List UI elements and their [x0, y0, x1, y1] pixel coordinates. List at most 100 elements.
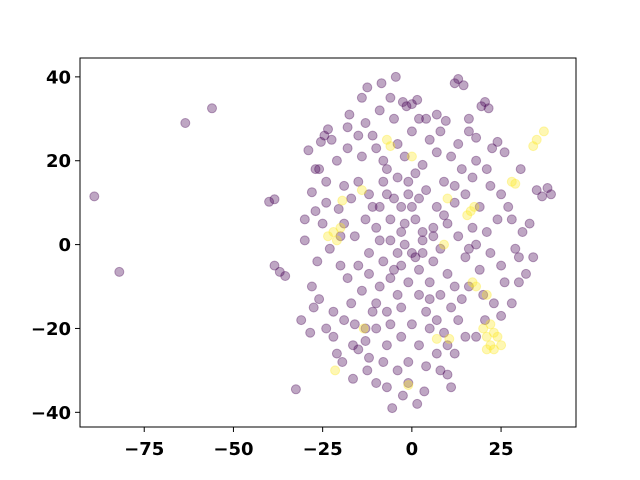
data-point-s0-167 [421, 306, 432, 317]
x-axis: −75 −50 −25 0 25 [124, 427, 514, 460]
data-point-s0-185 [471, 155, 482, 166]
data-point-s0-121 [414, 340, 424, 351]
data-point-s0-124 [381, 340, 392, 351]
data-point-s0-43 [463, 126, 474, 137]
y-tick-label: −20 [31, 319, 71, 340]
data-point-s0-107 [406, 126, 417, 137]
data-point-s0-102 [403, 176, 414, 187]
data-point-s0-12 [303, 145, 314, 156]
data-point-s0-147 [410, 168, 421, 179]
data-point-s0-154 [392, 248, 403, 258]
data-point-s0-135 [306, 281, 317, 292]
data-point-s0-79 [371, 298, 382, 309]
data-point-s0-195 [449, 281, 460, 292]
data-point-s0-184 [449, 180, 460, 191]
data-point-s0-49 [492, 136, 503, 147]
data-point-s0-106 [392, 139, 403, 149]
data-point-s0-39 [440, 115, 451, 126]
data-point-s0-51 [515, 164, 526, 175]
data-point-s1-6 [385, 141, 396, 152]
data-point-s0-42 [458, 80, 469, 91]
data-point-s1-31 [330, 365, 341, 376]
data-point-s0-201 [367, 306, 378, 317]
data-point-s0-20 [323, 124, 333, 135]
data-point-s0-162 [428, 256, 439, 267]
data-point-s0-202 [385, 319, 396, 330]
data-point-s0-108 [367, 130, 378, 141]
data-point-s0-112 [492, 214, 503, 225]
data-point-s0-232 [403, 378, 414, 388]
data-point-s0-34 [401, 101, 412, 112]
data-point-s0-85 [439, 210, 449, 221]
data-point-s1-30 [481, 344, 492, 355]
data-point-s0-157 [371, 222, 382, 233]
data-point-s0-179 [346, 193, 357, 204]
data-point-s0-120 [424, 323, 435, 334]
data-point-s1-16 [481, 289, 492, 300]
data-point-s0-206 [442, 340, 453, 351]
data-point-s0-138 [310, 206, 321, 217]
data-point-s0-54 [537, 191, 548, 202]
data-point-s1-15 [471, 281, 482, 292]
data-point-s0-88 [353, 176, 364, 187]
data-point-s0-111 [481, 227, 492, 237]
data-point-s0-101 [389, 193, 399, 204]
data-point-s0-131 [496, 260, 507, 271]
data-point-s0-233 [378, 357, 389, 367]
data-point-s0-95 [435, 289, 446, 300]
data-point-s0-225 [463, 113, 474, 124]
data-point-s0-46 [480, 97, 490, 107]
data-point-s0-10 [296, 315, 307, 326]
data-point-s0-119 [317, 218, 328, 229]
data-point-s0-144 [374, 105, 385, 116]
data-point-s0-216 [378, 176, 389, 187]
data-point-s0-60 [506, 298, 517, 309]
data-point-s0-127 [453, 315, 464, 326]
data-point-s0-87 [460, 189, 471, 200]
data-point-s0-80 [385, 273, 396, 284]
data-point-s0-92 [396, 227, 407, 237]
data-point-s0-29 [356, 92, 367, 103]
data-point-s0-5 [269, 194, 280, 205]
data-point-s1-34 [431, 333, 442, 344]
data-point-s0-215 [424, 294, 435, 305]
data-point-s0-78 [360, 323, 371, 334]
data-point-s0-97 [342, 273, 353, 284]
data-point-s0-155 [385, 235, 396, 246]
data-point-s0-66 [442, 369, 453, 380]
data-point-s0-181 [467, 172, 478, 183]
data-point-s0-205 [431, 348, 442, 359]
data-point-s0-21 [326, 134, 337, 145]
data-point-s0-192 [371, 143, 382, 154]
data-point-s0-229 [349, 319, 360, 330]
y-tick-label: −40 [31, 403, 71, 424]
data-point-s0-50 [499, 147, 510, 158]
data-point-s0-56 [546, 189, 556, 200]
data-point-s1-4 [337, 195, 348, 206]
data-point-s0-200 [374, 281, 385, 292]
data-point-s0-224 [453, 139, 464, 149]
data-point-s0-41 [453, 74, 464, 84]
data-point-s0-14 [306, 187, 317, 198]
data-point-s1-21 [538, 126, 549, 137]
y-tick-label: 40 [46, 67, 71, 88]
data-point-s0-188 [392, 172, 403, 183]
data-point-s0-212 [406, 201, 417, 212]
data-point-s0-58 [521, 268, 531, 279]
data-point-s1-28 [485, 319, 496, 330]
data-point-s1-26 [492, 331, 503, 342]
data-point-s0-210 [417, 227, 428, 237]
data-point-s0-189 [381, 164, 392, 175]
data-point-s1-10 [439, 239, 449, 250]
data-point-s0-132 [510, 243, 521, 254]
data-point-s0-123 [392, 365, 403, 376]
data-point-s0-174 [328, 331, 339, 342]
data-point-s0-74 [371, 378, 382, 388]
data-point-s0-67 [446, 382, 457, 393]
x-tick-label: 0 [406, 439, 419, 460]
data-point-s0-82 [406, 248, 417, 258]
data-point-s0-128 [463, 281, 474, 292]
x-tick-label: −50 [213, 439, 253, 460]
data-point-s0-22 [321, 323, 332, 334]
